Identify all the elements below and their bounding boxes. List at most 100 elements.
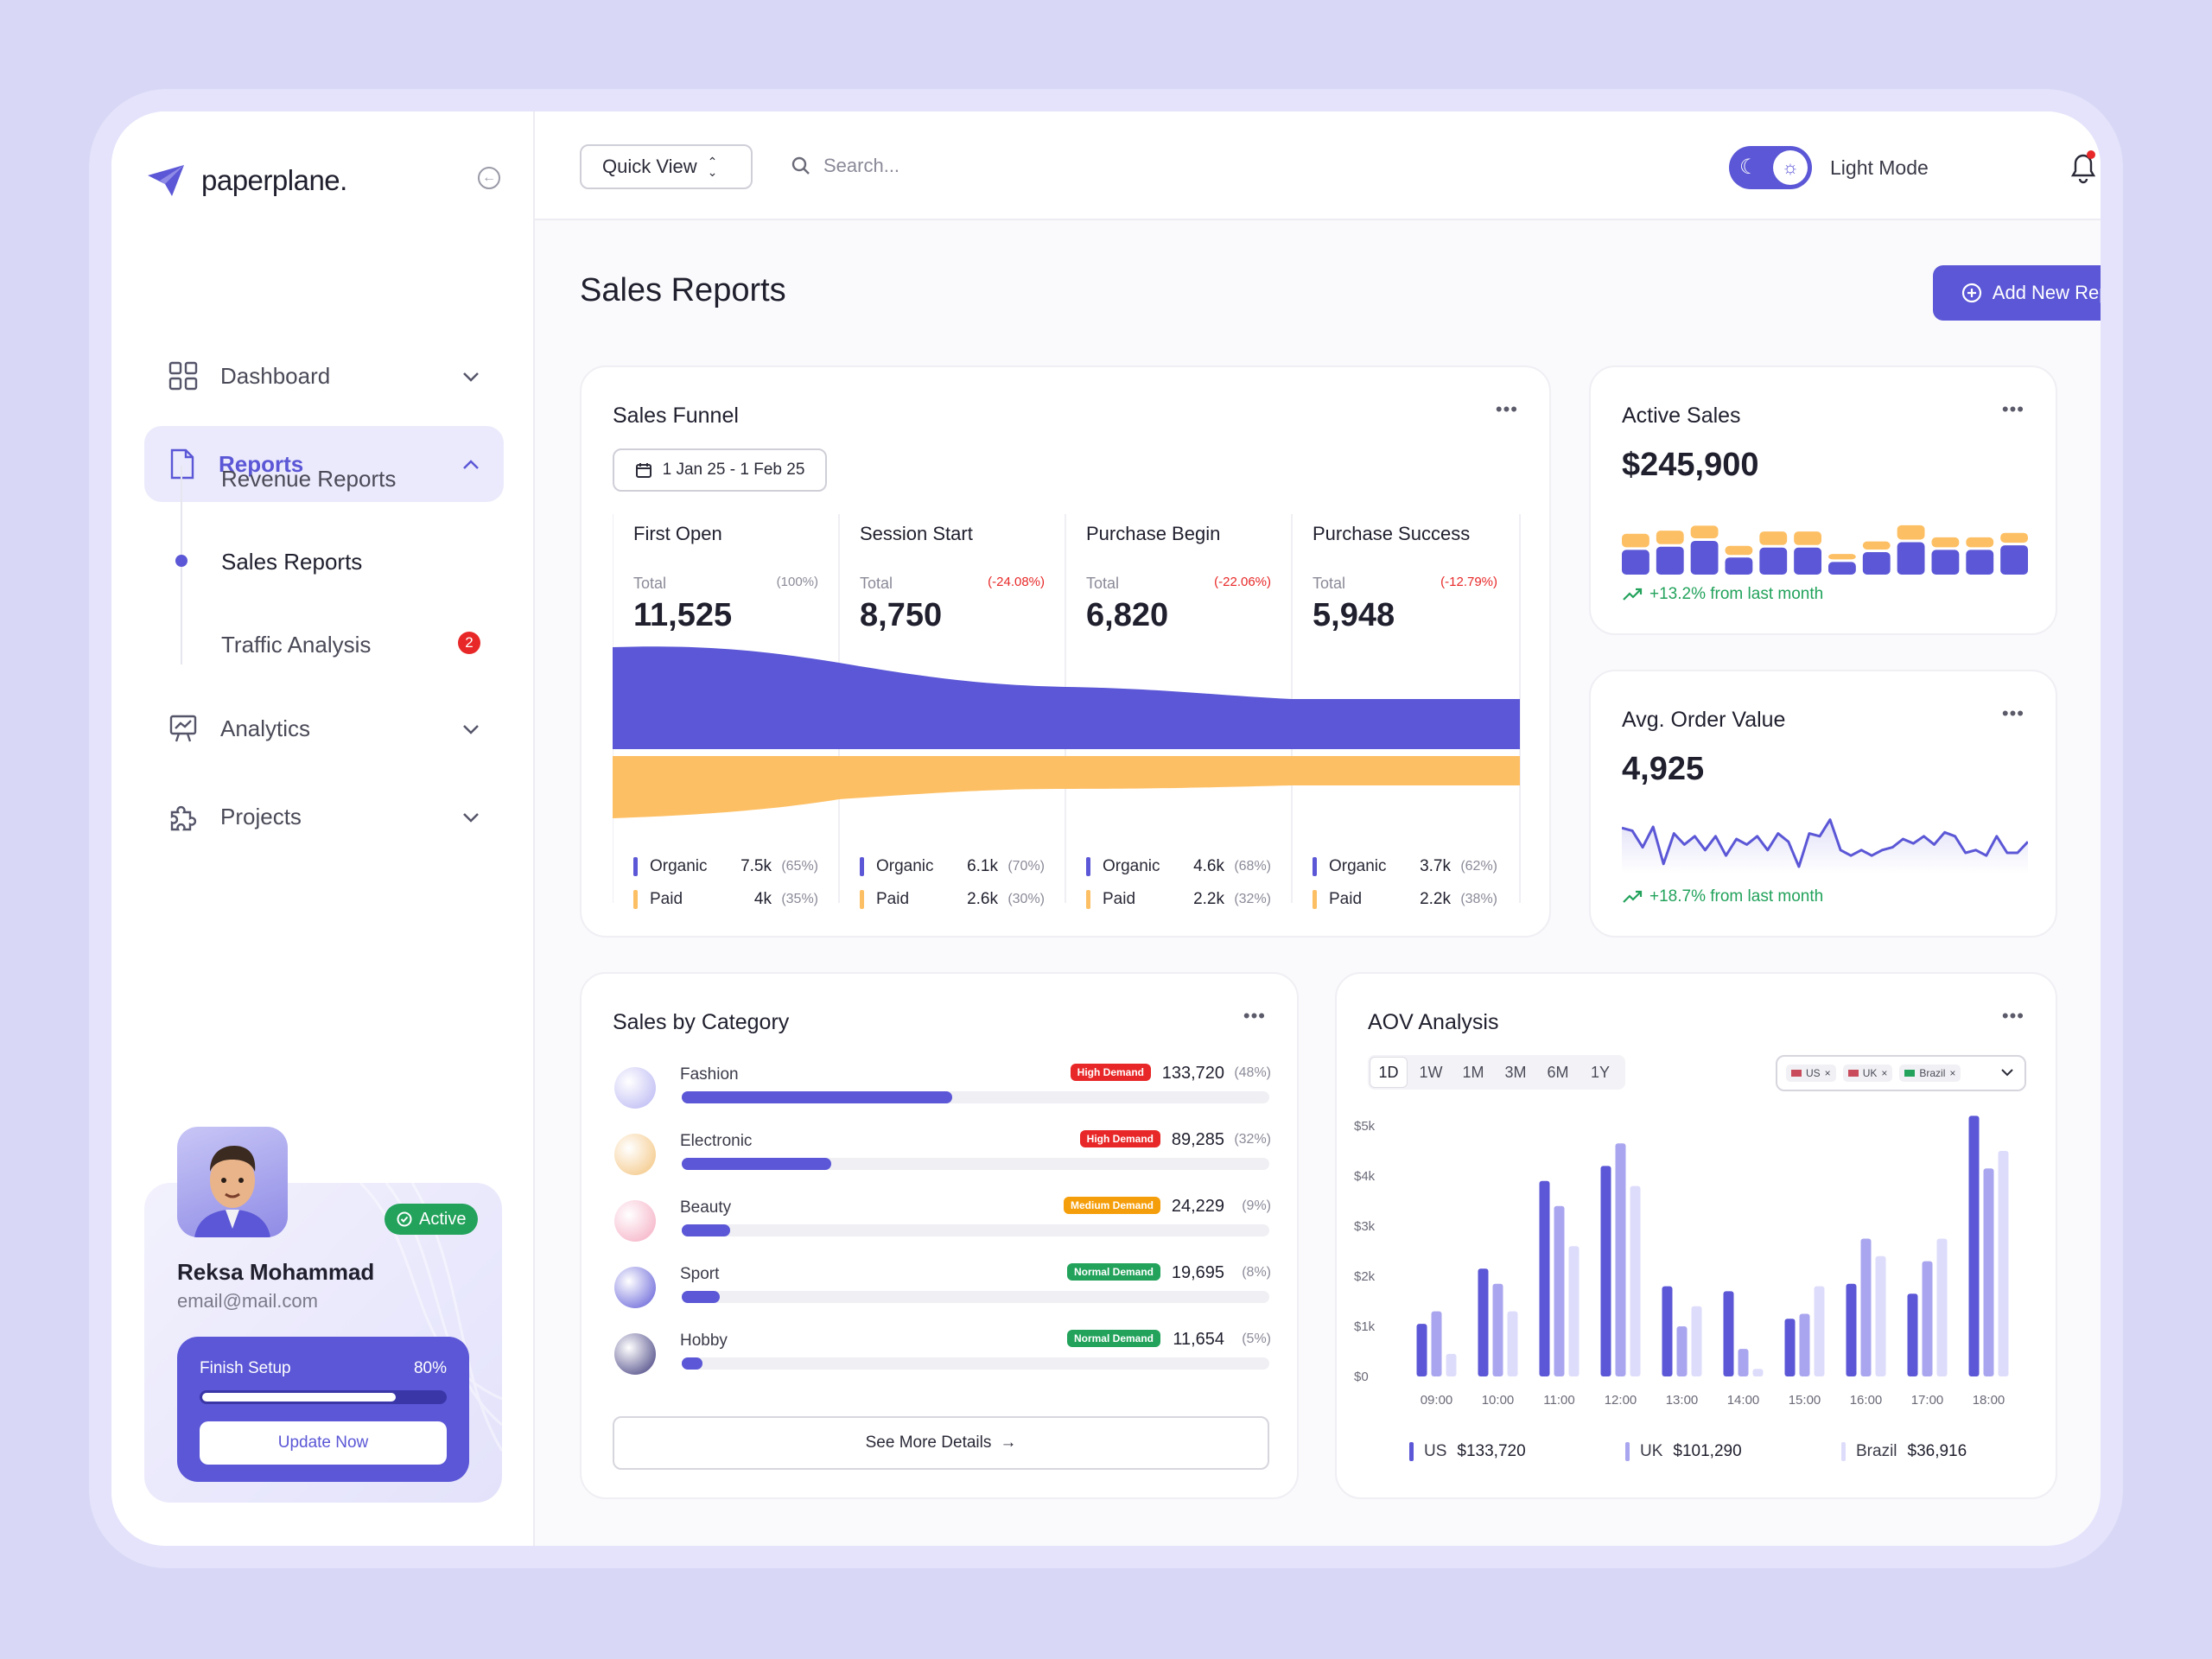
category-row[interactable]: Beauty Medium Demand 24,229 (9%) — [614, 1197, 1271, 1250]
bar-us-1100[interactable] — [1539, 1180, 1550, 1376]
more-options-icon[interactable]: ••• — [2001, 702, 2024, 724]
bar-us-1800[interactable] — [1968, 1116, 1980, 1376]
remove-icon[interactable]: × — [1824, 1067, 1831, 1079]
legend-item-brazil: Brazil $36,916 — [1841, 1442, 1967, 1461]
sales-funnel-card: Sales Funnel ••• 1 Jan 25 - 1 Feb 25 Fir… — [580, 365, 1551, 938]
remove-icon[interactable]: × — [1949, 1067, 1956, 1079]
bar-brazil-1600[interactable] — [1875, 1255, 1886, 1376]
bar-us-1300[interactable] — [1662, 1286, 1673, 1376]
card-title: Sales by Category — [613, 1010, 790, 1034]
range-tab-3m[interactable]: 3M — [1504, 1063, 1527, 1081]
category-row[interactable]: Fashion High Demand 133,720 (48%) — [614, 1064, 1271, 1117]
bar-uk-1800[interactable] — [1983, 1168, 1994, 1376]
bar-uk-1200[interactable] — [1615, 1143, 1626, 1376]
card-title: Avg. Order Value — [1622, 708, 1786, 732]
bar-uk-1100[interactable] — [1554, 1205, 1565, 1376]
bar-brazil-1800[interactable] — [1998, 1151, 2009, 1376]
quick-view-select[interactable]: Quick View ⌃ ⌄ — [580, 144, 753, 189]
filter-chip-uk[interactable]: UK × — [1842, 1065, 1893, 1082]
category-progress-track — [682, 1357, 1269, 1370]
category-percent: (32%) — [1234, 1132, 1271, 1147]
range-tab-1d[interactable]: 1D — [1370, 1057, 1408, 1088]
more-options-icon[interactable]: ••• — [2001, 398, 2024, 420]
funnel-stage-purchase-begin: Purchase Begin Total (-22.06%) 6,820 Org… — [1086, 523, 1271, 909]
search-bar[interactable]: Search... — [791, 155, 899, 177]
filter-chip-us[interactable]: US × — [1786, 1065, 1836, 1082]
sidebar-item-reports[interactable]: Reports — [144, 426, 504, 502]
theme-toggle[interactable]: ☾ ☼ — [1729, 146, 1812, 189]
bar-brazil-1300[interactable] — [1691, 1306, 1702, 1376]
update-now-button[interactable]: Update Now — [200, 1421, 447, 1465]
country-filter-select[interactable]: US × UK × Brazil × — [1776, 1055, 2026, 1091]
demand-badge: High Demand — [1070, 1064, 1151, 1081]
sidebar-item-dashboard[interactable]: Dashboard — [144, 338, 504, 414]
avatar[interactable] — [177, 1127, 288, 1237]
setup-percent: 80% — [413, 1359, 447, 1377]
bar-brazil-1400[interactable] — [1752, 1369, 1764, 1376]
bar-uk-1600[interactable] — [1860, 1238, 1872, 1377]
bar-brazil-1200[interactable] — [1630, 1185, 1641, 1376]
x-tick-label: 10:00 — [1482, 1393, 1515, 1408]
bar-us-0900[interactable] — [1416, 1324, 1427, 1376]
bar-brazil-1100[interactable] — [1568, 1246, 1580, 1376]
bar-uk-1000[interactable] — [1492, 1283, 1503, 1376]
active-sales-bar-paid — [1828, 554, 1856, 560]
bar-uk-1700[interactable] — [1922, 1261, 1933, 1376]
notification-bell-icon[interactable] — [2068, 149, 2099, 188]
bar-uk-1500[interactable] — [1799, 1313, 1810, 1377]
range-tab-6m[interactable]: 6M — [1547, 1063, 1569, 1081]
bar-uk-1300[interactable] — [1676, 1326, 1688, 1376]
aov-analysis-card: AOV Analysis ••• 1D 1W 1M 3M 6M 1Y US × UK × Braz… — [1335, 972, 2057, 1499]
sidebar-subitem-revenue-reports[interactable]: Revenue Reports — [221, 466, 397, 492]
category-row[interactable]: Sport Normal Demand 19,695 (8%) — [614, 1263, 1271, 1317]
bar-uk-0900[interactable] — [1431, 1311, 1442, 1376]
range-tab-1m[interactable]: 1M — [1462, 1063, 1484, 1081]
card-title: Sales Funnel — [613, 404, 739, 428]
category-row[interactable]: Hobby Normal Demand 11,654 (5%) — [614, 1330, 1271, 1383]
sidebar-item-projects[interactable]: Projects — [144, 779, 504, 855]
sidebar-item-analytics[interactable]: Analytics — [144, 690, 504, 766]
sidebar-subitem-sales-reports[interactable]: Sales Reports — [221, 549, 363, 575]
bar-uk-1400[interactable] — [1738, 1349, 1749, 1376]
chevron-down-icon — [462, 365, 480, 387]
more-options-icon[interactable]: ••• — [1243, 1005, 1266, 1027]
sidebar-subitem-traffic-analysis[interactable]: Traffic Analysis — [221, 632, 372, 658]
category-progress-fill — [682, 1357, 703, 1370]
bar-us-1600[interactable] — [1846, 1283, 1857, 1376]
range-tab-1w[interactable]: 1W — [1419, 1063, 1443, 1081]
date-range-picker[interactable]: 1 Jan 25 - 1 Feb 25 — [613, 448, 827, 492]
remove-icon[interactable]: × — [1881, 1067, 1888, 1079]
category-progress-track — [682, 1291, 1269, 1303]
funnel-paid-area — [613, 756, 1520, 818]
bar-brazil-1500[interactable] — [1814, 1286, 1825, 1376]
filter-chip-brazil[interactable]: Brazil × — [1899, 1065, 1961, 1082]
sidebar-item-label: Dashboard — [220, 362, 331, 389]
bar-us-1000[interactable] — [1478, 1268, 1489, 1376]
y-tick-label: $4k — [1354, 1169, 1376, 1184]
active-sales-bar-paid — [1622, 533, 1649, 548]
search-input[interactable]: Search... — [823, 155, 900, 176]
sidebar-item-label: Projects — [220, 803, 302, 830]
bar-us-1700[interactable] — [1907, 1294, 1918, 1376]
bar-brazil-0900[interactable] — [1446, 1353, 1457, 1376]
range-tab-1y[interactable]: 1Y — [1590, 1063, 1611, 1081]
see-more-details-button[interactable]: See More Details → — [613, 1416, 1269, 1470]
bar-us-1500[interactable] — [1784, 1319, 1796, 1376]
more-options-icon[interactable]: ••• — [2001, 1005, 2024, 1027]
category-percent: (8%) — [1242, 1265, 1271, 1280]
stage-total-value: 5,948 — [1313, 597, 1395, 633]
grid-icon — [168, 361, 198, 391]
category-row[interactable]: Electronic High Demand 89,285 (32%) — [614, 1130, 1271, 1184]
moon-icon: ☾ — [1739, 156, 1758, 179]
y-tick-label: $2k — [1354, 1269, 1376, 1284]
bar-brazil-1000[interactable] — [1507, 1311, 1518, 1376]
logo[interactable]: paperplane. — [146, 163, 347, 198]
bar-brazil-1700[interactable] — [1936, 1238, 1948, 1377]
add-new-reports-button[interactable]: Add New Reports — [1933, 265, 2101, 321]
more-options-icon[interactable]: ••• — [1495, 398, 1518, 420]
bar-us-1400[interactable] — [1723, 1291, 1734, 1376]
bar-us-1200[interactable] — [1600, 1166, 1611, 1376]
y-tick-label: $5k — [1354, 1119, 1376, 1134]
active-sales-bar-organic — [1725, 557, 1753, 575]
collapse-sidebar-icon[interactable]: ← — [478, 167, 500, 189]
